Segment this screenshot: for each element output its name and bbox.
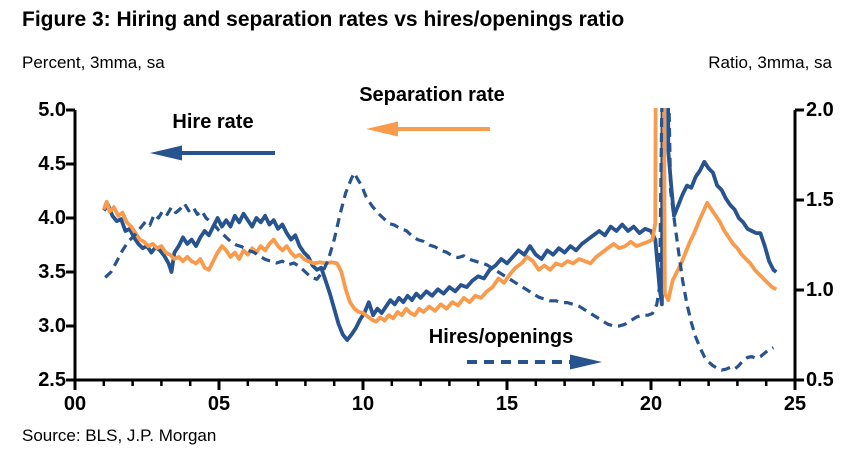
legend-hire-rate-label: Hire rate (172, 111, 254, 133)
left-axis-unit-label: Percent, 3mma, sa (22, 53, 165, 72)
legend-hires-openings-label: Hires/openings (428, 326, 574, 348)
legend-arrow-head-icon (366, 121, 398, 137)
right-axis-tick-label: 1.5 (806, 189, 834, 211)
left-axis-tick-label: 5.0 (38, 99, 66, 121)
left-axis-tick-label: 4.0 (38, 207, 66, 229)
series-hire-rate (102, 108, 778, 342)
right-axis-unit-label: Ratio, 3mma, sa (708, 53, 832, 72)
source-note: Source: BLS, J.P. Morgan (22, 426, 217, 445)
series-group (102, 108, 778, 372)
x-axis-tick-label: 15 (495, 393, 519, 415)
chart-title: Figure 3: Hiring and separation rates vs… (22, 8, 625, 31)
x-axis-tick-label: 20 (639, 393, 663, 415)
left-axis-tick-label: 3.5 (38, 261, 66, 283)
legend-arrow-head-icon (150, 145, 182, 161)
x-axis-tick-label: 05 (207, 393, 231, 415)
legend-arrow-head-icon (570, 354, 602, 370)
right-axis-tick-label: 1.0 (806, 279, 834, 301)
right-axis-tick-label: 0.5 (806, 369, 834, 391)
x-axis-tick-label: 10 (351, 393, 375, 415)
axes-frame (73, 110, 797, 382)
left-axis-tick-label: 4.5 (38, 153, 66, 175)
series-separation-rate (102, 108, 778, 324)
left-axis-tick-label: 2.5 (38, 369, 66, 391)
x-axis-tick-label: 25 (783, 393, 807, 415)
series-hires-openings (104, 108, 775, 372)
x-axis-tick-label: 00 (63, 393, 87, 415)
left-axis-tick-label: 3.0 (38, 315, 66, 337)
legend-separation-rate-label: Separation rate (359, 84, 505, 106)
right-axis-tick-label: 2.0 (806, 99, 834, 121)
